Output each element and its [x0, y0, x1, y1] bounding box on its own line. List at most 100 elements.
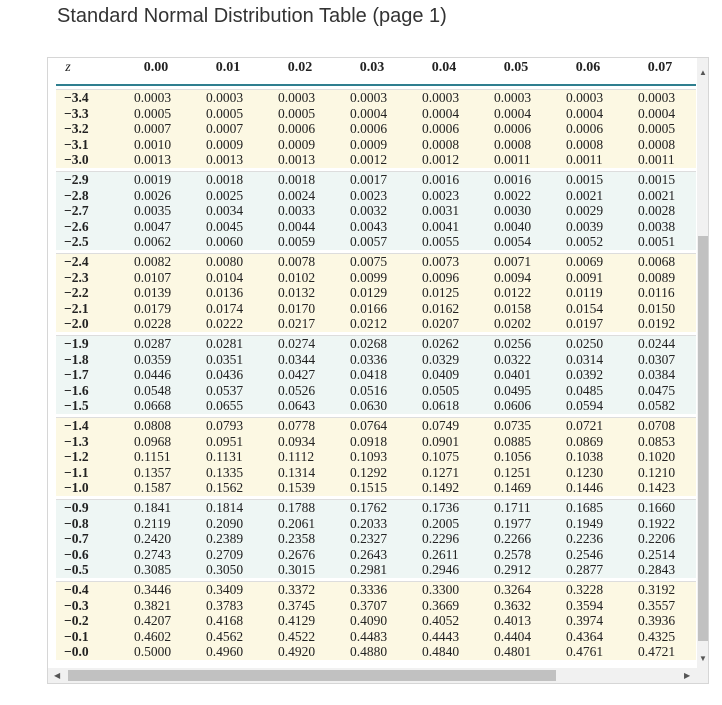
- column-header: 0.00: [143, 60, 169, 75]
- probability: 0.4602: [134, 628, 172, 644]
- probability: 0.0166: [350, 300, 388, 316]
- probability: 0.0005: [134, 105, 172, 121]
- vertical-scroll-thumb[interactable]: [698, 236, 708, 641]
- probability: 0.4404: [494, 628, 532, 644]
- probability: 0.0004: [638, 105, 676, 121]
- probability: 0.0010: [134, 136, 172, 152]
- probability: 0.0045: [206, 218, 244, 234]
- z-value: −0.2: [64, 613, 89, 628]
- probability: 0.0004: [494, 105, 532, 121]
- probability: 0.0060: [206, 234, 244, 249]
- probability: 0.3336: [350, 582, 388, 597]
- probability: 0.4443: [422, 628, 460, 644]
- probability: 0.0015: [566, 172, 604, 187]
- probability: 0.0044: [278, 218, 316, 234]
- z-value: −2.4: [64, 254, 89, 269]
- probability: 0.0808: [134, 418, 172, 433]
- probability: 0.1423: [638, 480, 676, 495]
- probability: 0.0322: [494, 351, 532, 367]
- probability: 0.0268: [350, 336, 388, 351]
- probability: 0.0022: [494, 187, 532, 203]
- z-value: −2.1: [64, 300, 89, 316]
- probability: 0.0217: [278, 316, 316, 331]
- z-value: −2.5: [64, 234, 89, 249]
- probability: 0.1685: [566, 500, 604, 515]
- probability: 0.0089: [638, 269, 676, 285]
- probability: 0.0170: [278, 300, 316, 316]
- probability: 0.0009: [206, 136, 244, 152]
- probability: 0.4920: [278, 644, 316, 659]
- probability: 0.1357: [134, 464, 172, 480]
- probability: 0.0018: [278, 172, 316, 187]
- z-value: −1.4: [64, 418, 89, 433]
- probability: 0.0329: [422, 351, 460, 367]
- probability: 0.0029: [566, 203, 604, 218]
- z-value: −1.9: [64, 336, 89, 351]
- probability: 0.0162: [422, 300, 460, 316]
- probability: 0.1292: [350, 464, 388, 480]
- probability: 0.0017: [350, 172, 388, 187]
- probability: 0.0030: [494, 203, 532, 218]
- probability: 0.2546: [566, 546, 604, 562]
- probability: 0.0032: [350, 203, 388, 218]
- probability: 0.0003: [494, 90, 532, 105]
- probability: 0.0122: [494, 285, 532, 300]
- probability: 0.0256: [494, 336, 532, 351]
- probability: 0.0968: [134, 433, 172, 449]
- probability: 0.0359: [134, 351, 172, 367]
- probability: 0.0446: [134, 367, 172, 382]
- probability: 0.1711: [494, 500, 531, 515]
- horizontal-scroll-thumb[interactable]: [68, 670, 556, 681]
- probability: 0.3446: [134, 582, 172, 597]
- probability: 0.3015: [278, 562, 316, 577]
- scroll-up[interactable]: ▲: [699, 68, 707, 77]
- probability: 0.0023: [422, 187, 460, 203]
- probability: 0.0009: [278, 136, 316, 152]
- probability: 0.0051: [638, 234, 676, 249]
- z-value: −3.4: [64, 90, 89, 105]
- z-value: −2.3: [64, 269, 89, 285]
- probability: 0.3669: [422, 597, 460, 613]
- probability: 0.0427: [278, 367, 316, 382]
- probability: 0.0021: [638, 187, 676, 203]
- probability: 0.0016: [422, 172, 460, 187]
- probability: 0.3745: [278, 597, 316, 613]
- probability: 0.0080: [206, 254, 244, 269]
- probability: 0.3372: [278, 582, 316, 597]
- probability: 0.1230: [566, 464, 604, 480]
- probability: 0.3821: [134, 597, 172, 613]
- probability: 0.0043: [350, 218, 388, 234]
- scroll-left[interactable]: ◀: [54, 671, 61, 680]
- probability: 0.3557: [638, 597, 676, 613]
- probability: 0.3632: [494, 597, 532, 613]
- column-header: 0.02: [287, 60, 313, 75]
- probability: 0.4090: [350, 613, 388, 628]
- probability: 0.0526: [278, 382, 316, 398]
- probability: 0.0047: [134, 218, 172, 234]
- probability: 0.0005: [206, 105, 244, 121]
- probability: 0.0007: [134, 121, 172, 136]
- probability: 0.1151: [134, 449, 171, 464]
- probability: 0.0392: [566, 367, 604, 382]
- probability: 0.3783: [206, 597, 244, 613]
- scroll-down[interactable]: ▼: [699, 654, 707, 663]
- probability: 0.3050: [206, 562, 244, 577]
- probability: 0.0495: [494, 382, 532, 398]
- probability: 0.2578: [494, 546, 532, 562]
- scroll-right[interactable]: ▶: [684, 671, 691, 680]
- probability: 0.0401: [494, 367, 532, 382]
- probability: 0.0314: [566, 351, 604, 367]
- z-value: −1.8: [64, 351, 89, 367]
- probability: 0.0039: [566, 218, 604, 234]
- probability: 0.0475: [638, 382, 676, 398]
- probability: 0.0869: [566, 433, 604, 449]
- probability: 0.2358: [278, 531, 316, 546]
- probability: 0.0052: [566, 234, 604, 249]
- probability: 0.0409: [422, 367, 460, 382]
- probability: 0.1814: [206, 500, 244, 515]
- z-value: −2.7: [64, 203, 89, 218]
- probability: 0.4052: [422, 613, 460, 628]
- probability: 0.0202: [494, 316, 532, 331]
- row-group: [56, 417, 696, 496]
- probability: 0.0918: [350, 433, 388, 449]
